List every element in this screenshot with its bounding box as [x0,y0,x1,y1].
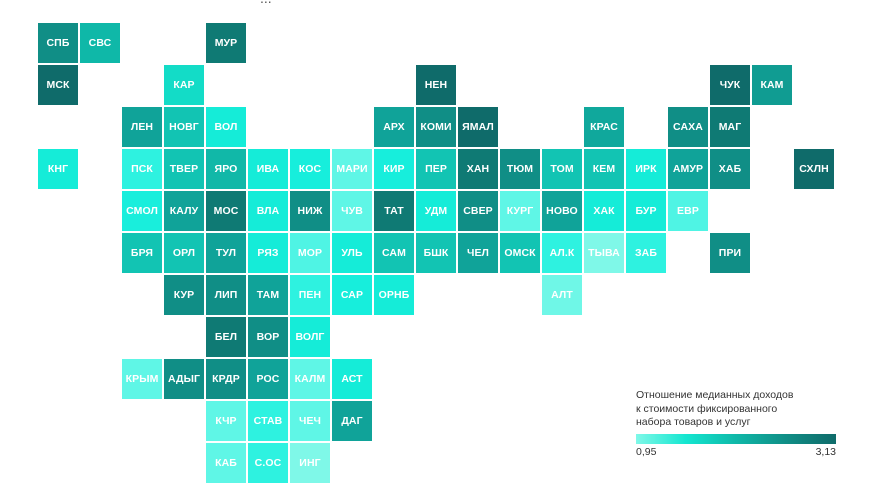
region-tile[interactable]: РОС [248,359,288,399]
region-tile[interactable]: МАРИ [332,149,372,189]
region-tile[interactable]: КУР [164,275,204,315]
region-tile[interactable]: ВОР [248,317,288,357]
region-tile[interactable]: СПБ [38,23,78,63]
region-tile[interactable]: КЧР [206,401,246,441]
region-tile[interactable]: ХАК [584,191,624,231]
region-tile[interactable]: ВОЛ [206,107,246,147]
region-tile[interactable]: КАР [164,65,204,105]
region-tile[interactable]: ЧУВ [332,191,372,231]
region-tile[interactable]: КРДР [206,359,246,399]
region-tile[interactable]: УЛЬ [332,233,372,273]
region-tile[interactable]: АДЫГ [164,359,204,399]
region-tile[interactable]: ЛЕН [122,107,162,147]
region-tile[interactable]: ПРИ [710,233,750,273]
region-tile[interactable]: БУР [626,191,666,231]
region-tile[interactable]: КРАС [584,107,624,147]
region-tile[interactable]: НИЖ [290,191,330,231]
region-tile[interactable]: КАБ [206,443,246,483]
region-tile[interactable]: КИР [374,149,414,189]
region-tile[interactable]: КУРГ [500,191,540,231]
region-tile[interactable]: БРЯ [122,233,162,273]
region-tile[interactable]: ПЕН [290,275,330,315]
region-tile[interactable]: БШК [416,233,456,273]
region-tile[interactable]: ХАН [458,149,498,189]
region-tile[interactable]: КАМ [752,65,792,105]
legend-max-label: 3,13 [815,445,836,458]
region-tile[interactable]: ТАТ [374,191,414,231]
region-tile[interactable]: ТЫВА [584,233,624,273]
legend-color-bar [636,433,836,444]
region-tile[interactable]: ТАМ [248,275,288,315]
region-tile[interactable]: КНГ [38,149,78,189]
region-tile[interactable]: ЕВР [668,191,708,231]
legend-title-line1: Отношение медианных доходов [636,389,794,401]
region-tile[interactable]: АЛТ [542,275,582,315]
region-tile[interactable]: ЧУК [710,65,750,105]
region-tile[interactable]: КРЫМ [122,359,162,399]
region-tile[interactable]: МАГ [710,107,750,147]
region-tile[interactable]: САМ [374,233,414,273]
region-tile[interactable]: СХЛН [794,149,834,189]
legend-min-label: 0,95 [636,445,657,458]
legend-title-line3: набора товаров и услуг [636,416,751,428]
region-tile[interactable]: ИВА [248,149,288,189]
region-tile[interactable]: АСТ [332,359,372,399]
region-tile[interactable]: НОВО [542,191,582,231]
region-tile[interactable]: ПСК [122,149,162,189]
region-tile[interactable]: ПЕР [416,149,456,189]
region-tile[interactable]: КЕМ [584,149,624,189]
region-tile[interactable]: САР [332,275,372,315]
region-tile[interactable]: РЯЗ [248,233,288,273]
map-title: ... [260,0,272,6]
region-tile[interactable]: ЧЕЧ [290,401,330,441]
region-tile[interactable]: ЯРО [206,149,246,189]
region-tile[interactable]: УДМ [416,191,456,231]
region-tile[interactable]: ИНГ [290,443,330,483]
region-tile[interactable]: С.ОС [248,443,288,483]
region-tile[interactable]: КОС [290,149,330,189]
region-tile[interactable]: АМУР [668,149,708,189]
region-tile[interactable]: АРХ [374,107,414,147]
region-tile[interactable]: САХА [668,107,708,147]
legend: Отношение медианных доходов к стоимости … [636,389,836,458]
region-tile[interactable]: НОВГ [164,107,204,147]
region-tile[interactable]: ТОМ [542,149,582,189]
region-tile[interactable]: ЗАБ [626,233,666,273]
region-tile[interactable]: ЧЕЛ [458,233,498,273]
region-tile[interactable]: ИРК [626,149,666,189]
region-tile[interactable]: КАЛУ [164,191,204,231]
region-tile[interactable]: СВС [80,23,120,63]
region-tile[interactable]: ТЮМ [500,149,540,189]
region-tile[interactable]: ЛИП [206,275,246,315]
legend-title-line2: к стоимости фиксированного [636,402,778,415]
region-tile[interactable]: ДАГ [332,401,372,441]
region-tile[interactable]: НЕН [416,65,456,105]
region-tile[interactable]: МОР [290,233,330,273]
region-tile[interactable]: ОРЛ [164,233,204,273]
region-tile[interactable]: ТУЛ [206,233,246,273]
region-tile[interactable]: ОМСК [500,233,540,273]
region-tile[interactable]: КАЛМ [290,359,330,399]
region-tile[interactable]: СТАВ [248,401,288,441]
region-tile[interactable]: СМОЛ [122,191,162,231]
region-tile[interactable]: ВОЛГ [290,317,330,357]
region-tile[interactable]: ТВЕР [164,149,204,189]
region-tile[interactable]: ОРНБ [374,275,414,315]
region-tile[interactable]: МОС [206,191,246,231]
region-tile[interactable]: КОМИ [416,107,456,147]
region-tile[interactable]: ХАБ [710,149,750,189]
region-tile[interactable]: АЛ.К [542,233,582,273]
region-tile[interactable]: МСК [38,65,78,105]
region-tile[interactable]: БЕЛ [206,317,246,357]
region-tile[interactable]: МУР [206,23,246,63]
region-tile[interactable]: ВЛА [248,191,288,231]
region-tile[interactable]: СВЕР [458,191,498,231]
region-tile[interactable]: ЯМАЛ [458,107,498,147]
